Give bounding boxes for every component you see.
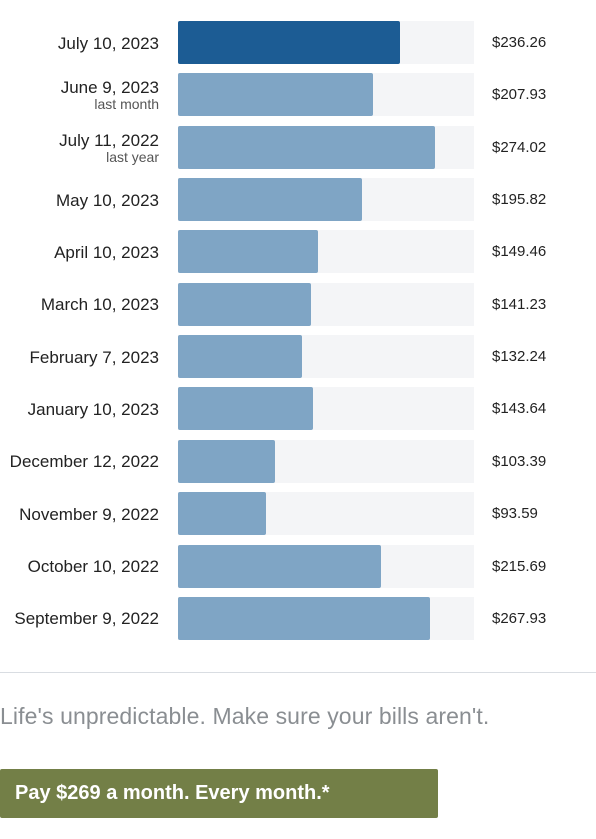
category-label: July 10, 2023 [0, 21, 159, 65]
bill-date: June 9, 2023 [60, 78, 159, 98]
divider [0, 672, 596, 673]
bill-amount: $207.93 [492, 86, 547, 104]
bill-date: February 7, 2023 [29, 347, 159, 367]
category-label: March 10, 2023 [0, 283, 159, 327]
bar-track [178, 387, 474, 431]
bill-bar [178, 596, 430, 640]
bill-date: November 9, 2022 [19, 504, 159, 524]
category-label: April 10, 2023 [0, 230, 159, 274]
bill-bar [178, 125, 436, 169]
chart-row: September 9, 2022 $267.93 [0, 596, 596, 641]
bill-date: April 10, 2023 [54, 242, 159, 262]
bill-amount: $132.24 [492, 348, 547, 366]
bill-amount: $93.59 [492, 505, 538, 523]
bar-track [178, 125, 474, 169]
bar-track [178, 230, 474, 274]
chart-row: April 10, 2023 $149.46 [0, 230, 596, 274]
current-bill-bar [178, 21, 400, 64]
category-label: December 12, 2022 [0, 440, 159, 484]
chart-row: November 9, 2022 $93.59 [0, 492, 596, 536]
bill-bar [178, 439, 276, 483]
chart-row: December 12, 2022 $103.39 [0, 439, 596, 484]
category-label: January 10, 2023 [0, 387, 159, 431]
category-label: May 10, 2023 [0, 178, 159, 222]
bill-date-note: last year [106, 148, 159, 165]
chart-row: May 10, 2023 $195.82 [0, 178, 596, 222]
bill-bar [178, 492, 266, 536]
bill-bar [178, 73, 374, 117]
bill-date: July 10, 2023 [57, 33, 159, 53]
bill-date: March 10, 2023 [40, 295, 159, 315]
budget-billing-button[interactable]: Pay $269 a month. Every month.* [0, 769, 438, 818]
bar-track [178, 178, 474, 222]
bill-date-note: last month [94, 96, 159, 113]
bill-amount: $149.46 [492, 243, 547, 261]
bill-amount: $274.02 [492, 138, 547, 156]
chart-row: March 10, 2023 $141.23 [0, 282, 596, 327]
bill-history-chart: July 10, 2023 $236.26 June 9, 2023 last mon… [0, 21, 596, 641]
bill-amount: $195.82 [492, 191, 547, 209]
bill-date: September 9, 2022 [14, 609, 159, 629]
bill-bar [178, 282, 311, 326]
bill-amount: $215.69 [492, 557, 547, 575]
bar-track [178, 596, 474, 640]
bill-date: July 11, 2022 [59, 130, 159, 150]
bar-track [178, 282, 474, 326]
bar-track [178, 492, 474, 536]
bill-amount: $103.39 [492, 452, 547, 470]
bill-date: January 10, 2023 [27, 399, 159, 419]
tagline: Life's unpredictable. Make sure your bil… [0, 703, 490, 729]
bar-track [178, 439, 474, 483]
category-label: November 9, 2022 [0, 492, 159, 536]
category-label: October 10, 2022 [0, 545, 159, 589]
bill-bar [178, 335, 303, 379]
category-label: July 11, 2022 last year [0, 126, 159, 170]
bill-bar [178, 178, 362, 222]
bill-amount: $143.64 [492, 400, 547, 418]
bar-track [178, 73, 474, 117]
bill-bar [178, 230, 319, 274]
bar-track [178, 335, 474, 379]
bar-track [178, 544, 474, 588]
category-label: June 9, 2023 last month [0, 73, 159, 117]
bill-date: December 12, 2022 [9, 452, 159, 472]
chart-row: July 10, 2023 $236.26 [0, 21, 596, 65]
bar-track [178, 21, 474, 64]
bill-amount: $267.93 [492, 609, 547, 627]
bill-date: October 10, 2022 [27, 557, 159, 576]
bill-amount: $236.26 [492, 34, 547, 51]
bill-amount: $141.23 [492, 295, 547, 313]
category-label: February 7, 2023 [0, 335, 159, 379]
chart-row: July 11, 2022 last year $274.02 [0, 125, 596, 170]
chart-row: June 9, 2023 last month $207.93 [0, 73, 596, 117]
chart-row: October 10, 2022 $215.69 [0, 544, 596, 589]
chart-row: January 10, 2023 $143.64 [0, 387, 596, 431]
bill-bar [178, 544, 381, 588]
bill-date: May 10, 2023 [55, 190, 159, 210]
category-label: September 9, 2022 [0, 597, 159, 641]
chart-row: February 7, 2023 $132.24 [0, 335, 596, 379]
bill-bar [178, 387, 313, 431]
